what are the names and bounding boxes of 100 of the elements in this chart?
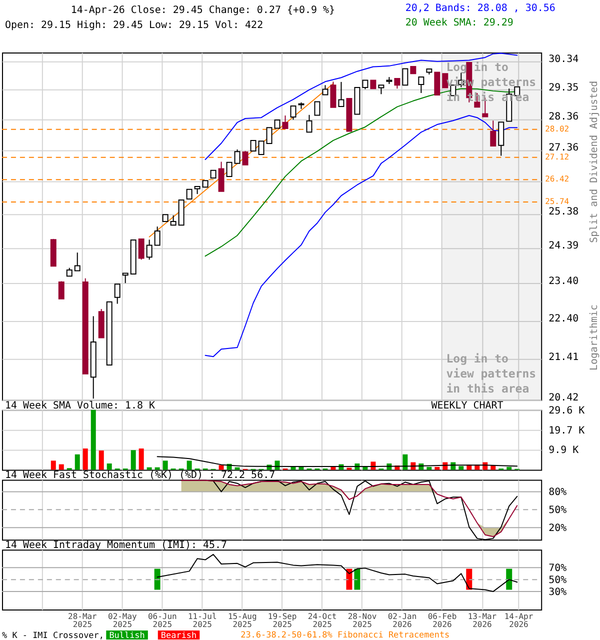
candlestick [418, 76, 424, 94]
bar [458, 466, 464, 470]
candlestick [154, 226, 160, 246]
y-tick-label: 70% [548, 563, 567, 574]
y-tick-label: 23.40 [548, 276, 579, 287]
bar [154, 467, 160, 470]
candlestick [442, 73, 448, 88]
x-tick-label: 19-Sep 2025 [268, 612, 297, 629]
candlestick [266, 127, 272, 144]
y-tick-label: 25.38 [548, 206, 579, 218]
candlestick [226, 162, 232, 177]
y-tick-label: 29.35 [548, 82, 579, 94]
chart-title: 14-Apr-26 Close: 29.45 Change: 0.27 {+0.9 %} [70, 5, 335, 16]
bar [402, 454, 408, 470]
annotation: WEEKLY CHART [431, 400, 504, 412]
y-axis-title: Split and Dividend Adjusted [589, 80, 600, 243]
y-tick-label: 29.6 K [548, 405, 585, 416]
text: Bearish [160, 630, 197, 640]
bar [162, 460, 168, 470]
candlestick [330, 81, 336, 108]
bar [138, 448, 144, 470]
y-tick-label: 24.39 [548, 240, 579, 252]
x-tick-label: 06-Jun 2025 [148, 612, 177, 629]
chart-title: 14 Week Fast Stochastic (%K) (%D) : 72.2 56.7 [4, 470, 276, 482]
bar [434, 466, 440, 470]
bar [186, 460, 192, 470]
bar [130, 450, 136, 470]
candlestick [490, 120, 496, 147]
line-series [156, 456, 518, 468]
bar [290, 466, 296, 470]
chart-subtitle: Open: 29.15 High: 29.45 Low: 29.15 Vol: 422 [4, 20, 264, 31]
candlestick [122, 272, 128, 284]
bar [218, 465, 224, 470]
bar [90, 410, 96, 470]
chart-title: 14 Week SMA Volume: 1.8 K [4, 400, 156, 412]
x-tick-label: 06-Feb 2026 [428, 612, 457, 629]
candlestick [146, 239, 152, 260]
bar [146, 467, 152, 470]
bar [426, 466, 432, 470]
x-tick-label: 11-Jul 2025 [188, 612, 217, 629]
candlestick [378, 84, 384, 95]
candlestick [250, 140, 256, 152]
candlestick [138, 238, 144, 260]
bar [106, 463, 112, 470]
text: Logarithmic [589, 304, 600, 370]
y-tick-label: 80% [548, 487, 567, 498]
candlestick [258, 140, 264, 155]
bar [298, 466, 304, 470]
y-tick-label: 30.34 [548, 54, 579, 65]
candlestick [234, 148, 240, 164]
ref-line-label: 28.02 [545, 124, 570, 134]
candlestick [434, 72, 440, 96]
bar [82, 448, 88, 470]
candlestick [338, 81, 344, 108]
y-tick-label: 9.9 K [548, 445, 579, 456]
text: 23.6-38.2-50-61.8% Fibonacci Retracements [240, 629, 450, 640]
y-tick-label: 28.36 [548, 112, 579, 123]
y-tick-label: 20% [548, 523, 567, 534]
text: 20 Week SMA: 29.29 [405, 17, 514, 28]
bar [506, 466, 512, 470]
x-tick-label: 24-Oct 2025 [308, 612, 337, 629]
candlestick [58, 280, 64, 300]
y-tick-label: 30% [548, 587, 567, 598]
bar [58, 464, 64, 470]
candlestick [242, 150, 248, 166]
x-tick-label: 15-Aug 2025 [228, 612, 257, 629]
x-tick-label: 13-Mar 2026 [468, 612, 497, 629]
ref-line-label: 25.74 [545, 196, 570, 206]
bar [74, 454, 80, 470]
bar [50, 460, 56, 470]
candlestick [394, 78, 400, 90]
y-tick-label: 27.36 [548, 142, 579, 154]
bar [98, 450, 104, 470]
y-tick-label: 19.7 K [548, 425, 585, 436]
line-series [156, 554, 518, 592]
candlestick [74, 252, 80, 272]
text: Bullish [109, 630, 145, 640]
x-tick-label: 02-Jan 2026 [388, 612, 417, 629]
annotation: Log in to view patterns in this area [446, 351, 536, 396]
candlestick [402, 68, 408, 86]
candlestick [170, 214, 176, 226]
y-tick-label: 50% [548, 575, 567, 586]
candlestick [306, 114, 312, 133]
y-tick-label: 21.41 [548, 352, 579, 363]
candlestick [186, 188, 192, 200]
candlestick [114, 284, 120, 304]
candlestick [218, 161, 224, 192]
x-tick-label: 02-May 2025 [108, 612, 138, 629]
ref-line-label: 26.42 [545, 174, 570, 184]
text: 20,2 Bands: 28.08 , 30.56 [405, 3, 556, 14]
candlestick [290, 105, 296, 120]
y-tick-label: 20.42 [548, 392, 579, 404]
x-tick-label: 28-Nov 2025 [348, 612, 377, 629]
y-tick-label: 22.40 [548, 313, 579, 324]
candlestick [314, 101, 320, 116]
candlestick [322, 84, 328, 96]
candlestick [282, 114, 288, 129]
chart-title: 14 Week Intraday Momentum (IMI): 45.7 [4, 540, 228, 552]
x-tick-label: 14-Apr 2026 [504, 612, 534, 629]
y-tick-label: 50% [548, 505, 567, 516]
